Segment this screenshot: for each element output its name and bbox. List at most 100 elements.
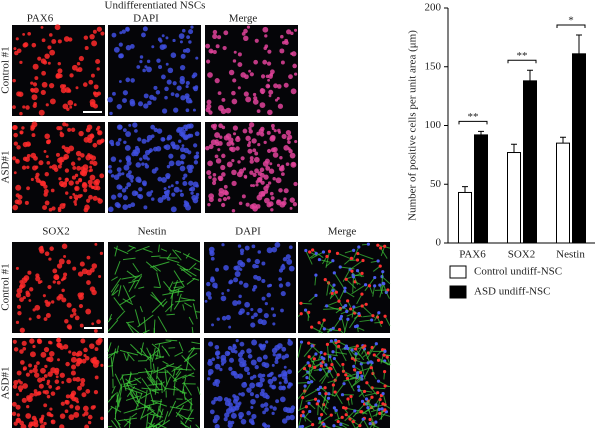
cell [49,98,56,105]
cell [138,187,143,192]
cell [83,136,90,143]
fiber [168,281,174,291]
group-title: Undifferentiated NSCs [105,0,206,12]
nucleus [340,415,344,419]
cell [31,415,37,421]
cell [260,190,266,196]
fiber [154,380,158,395]
error-bar [576,34,582,54]
fiber [173,300,181,310]
cell [252,172,257,177]
cell [289,197,295,203]
cell [279,201,286,208]
nucleus [331,350,335,354]
fiber [107,342,112,353]
fiber [152,400,168,407]
fiber [119,374,124,381]
cell [130,78,135,83]
cell [228,280,233,285]
fiber [118,285,122,297]
fiber [362,418,369,428]
cell [56,125,61,131]
cell [78,303,84,309]
nucleus [349,394,353,399]
cell [246,371,251,375]
cell [250,405,254,409]
fiber [299,397,304,410]
cell [42,390,47,394]
fiber [127,354,129,361]
nucleus [371,314,375,318]
cell [208,341,214,347]
cell [212,33,218,39]
fiber [344,410,356,422]
fiber [174,351,184,357]
cell [179,78,186,85]
nucleus [318,385,323,389]
cell [12,339,17,344]
cell [58,258,65,265]
cell [165,62,169,66]
cell [13,132,18,138]
fiber [357,253,374,260]
cell [173,186,180,193]
cell [67,127,72,132]
cell [54,275,60,281]
fiber [126,386,136,397]
cell [17,91,24,97]
cell [207,72,213,78]
nucleus [311,248,315,252]
nucleus [301,414,305,418]
cell [29,392,34,398]
cell [287,134,293,140]
cell [221,172,226,177]
cell [121,29,126,34]
cell [68,350,72,354]
nucleus [335,251,340,255]
cell [54,379,60,384]
cell [207,160,213,167]
cell [212,172,217,177]
fiber [325,364,334,379]
cell [117,172,122,177]
cell [289,414,295,421]
cell [29,369,33,374]
cell [260,388,265,393]
cell [67,325,72,330]
cell [75,180,80,185]
nucleus [376,379,381,383]
cell [270,307,275,311]
cell [78,130,84,137]
cell [48,82,55,89]
cell [46,394,51,399]
cell [206,59,211,64]
cell [261,261,266,266]
fiber [172,369,176,377]
fiber [126,270,137,279]
cell [69,195,73,200]
cell [157,176,163,182]
cell [73,411,80,418]
cell [221,125,226,130]
cell [193,160,199,165]
fiber [365,396,373,406]
nucleus [366,361,370,365]
cell [79,193,83,197]
cell [211,357,216,362]
fiber [146,347,153,360]
fiber [357,367,372,373]
cell [129,100,136,107]
fiber [179,267,192,277]
cell [155,145,162,152]
cell [117,192,123,198]
cell [224,400,231,407]
cell [225,314,231,321]
cell [93,185,99,191]
cell [260,403,265,408]
fiber [175,397,193,409]
fiber [353,274,365,277]
cell [218,191,225,197]
cell [253,59,259,65]
fiber [152,363,155,372]
fiber [324,328,339,332]
